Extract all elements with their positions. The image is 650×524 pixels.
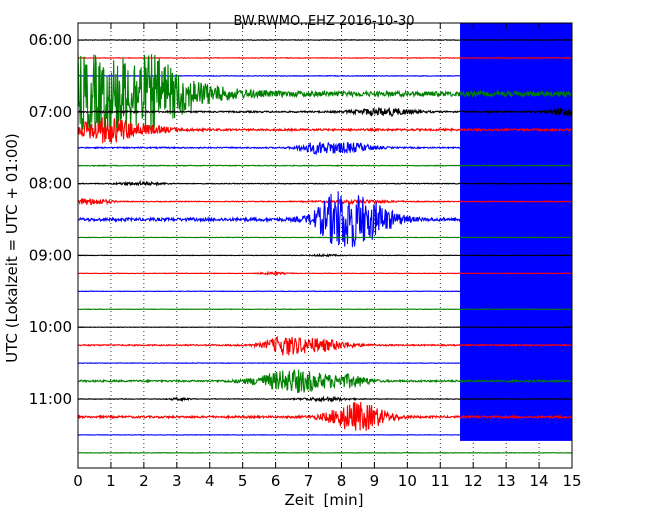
chart-title: BW.RWMO..EHZ 2016-10-30	[233, 14, 414, 29]
noise-block	[460, 23, 572, 441]
x-tick-label: 9	[370, 472, 380, 490]
x-tick-label: 7	[304, 472, 314, 490]
y-tick-label: 07:00	[29, 103, 72, 121]
x-tick-label: 5	[238, 472, 248, 490]
y-tick-label: 10:00	[29, 318, 72, 336]
x-tick-label: 14	[530, 472, 549, 490]
x-tick-label: 1	[106, 472, 116, 490]
x-tick-label: 11	[431, 472, 450, 490]
x-tick-label: 13	[497, 472, 516, 490]
trace-line	[78, 453, 572, 454]
trace-line	[78, 40, 572, 41]
y-tick-label: 06:00	[29, 31, 72, 49]
x-tick-label: 2	[139, 472, 149, 490]
trace-line	[78, 435, 572, 436]
x-tick-label: 15	[562, 472, 581, 490]
x-tick-label: 6	[271, 472, 281, 490]
y-tick-label: 09:00	[29, 246, 72, 264]
trace-line	[78, 165, 572, 166]
noise-band	[460, 23, 572, 441]
x-axis-label: Zeit [min]	[284, 491, 363, 509]
x-tick-label: 12	[464, 472, 483, 490]
x-tick-label: 4	[205, 472, 215, 490]
trace-line	[78, 363, 572, 364]
x-tick-label: 3	[172, 472, 182, 490]
y-tick-labels: 06:00 07:00 08:00 09:00 10:00 11:00	[29, 31, 72, 408]
y-axis-label: UTC (Lokalzeit = UTC + 01:00)	[3, 133, 21, 363]
x-tick-label: 10	[398, 472, 417, 490]
trace-line	[78, 237, 572, 238]
trace-line	[78, 309, 572, 310]
y-tick-label: 08:00	[29, 175, 72, 193]
x-tick-label: 0	[73, 472, 83, 490]
x-tick-label: 8	[337, 472, 347, 490]
y-tick-label: 11:00	[29, 390, 72, 408]
trace-line	[78, 291, 572, 292]
